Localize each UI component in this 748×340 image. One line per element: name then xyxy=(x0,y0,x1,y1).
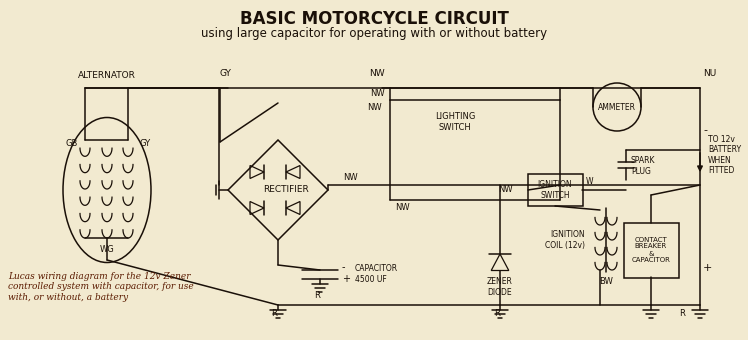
Text: NW: NW xyxy=(343,172,358,182)
Text: R: R xyxy=(494,308,500,318)
Text: NW: NW xyxy=(498,186,513,194)
Text: IGNITION
SWITCH: IGNITION SWITCH xyxy=(538,180,572,200)
Text: NW: NW xyxy=(370,89,385,99)
Text: R: R xyxy=(314,291,320,301)
Text: SPARK
PLUG: SPARK PLUG xyxy=(631,156,655,176)
Text: CONTACT
BREAKER
&
CAPACITOR: CONTACT BREAKER & CAPACITOR xyxy=(631,237,670,264)
Text: R: R xyxy=(679,308,685,318)
Text: WG: WG xyxy=(99,245,114,255)
Text: IGNITION
COIL (12v): IGNITION COIL (12v) xyxy=(545,230,585,250)
Bar xyxy=(624,223,679,278)
Bar xyxy=(528,174,583,206)
Text: NU: NU xyxy=(703,69,717,78)
Text: GY: GY xyxy=(219,69,231,78)
Text: TO 12v
BATTERY
WHEN
FITTED: TO 12v BATTERY WHEN FITTED xyxy=(708,135,741,175)
Text: W: W xyxy=(586,177,593,187)
Text: +: + xyxy=(342,274,350,284)
Text: BW: BW xyxy=(599,277,613,287)
Text: ZENER
DIODE: ZENER DIODE xyxy=(487,277,513,297)
Text: CAPACITOR
4500 UF: CAPACITOR 4500 UF xyxy=(355,264,398,284)
Text: Lucas wiring diagram for the 12v Zener
controlled system with capacitor, for use: Lucas wiring diagram for the 12v Zener c… xyxy=(8,272,194,302)
Text: GY: GY xyxy=(140,138,151,148)
Text: NW: NW xyxy=(367,103,381,113)
Text: -: - xyxy=(342,262,346,272)
Text: LIGHTING
SWITCH: LIGHTING SWITCH xyxy=(435,112,475,132)
Text: AMMETER: AMMETER xyxy=(598,102,636,112)
Text: RECTIFIER: RECTIFIER xyxy=(263,186,309,194)
Text: using large capacitor for operating with or without battery: using large capacitor for operating with… xyxy=(201,27,547,40)
Text: -: - xyxy=(703,125,707,135)
Text: NW: NW xyxy=(395,204,410,212)
Text: NW: NW xyxy=(370,69,384,78)
Text: ALTERNATOR: ALTERNATOR xyxy=(78,70,136,80)
Text: GB: GB xyxy=(66,138,79,148)
Text: +: + xyxy=(703,263,712,273)
Text: R: R xyxy=(271,308,277,318)
Text: BASIC MOTORCYCLE CIRCUIT: BASIC MOTORCYCLE CIRCUIT xyxy=(239,10,509,28)
